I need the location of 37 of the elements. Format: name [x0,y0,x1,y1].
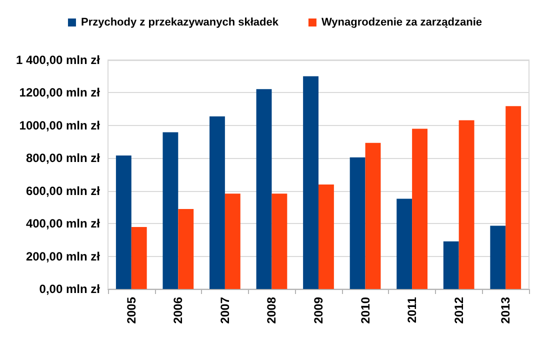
y-tick-label: 1200,00 mln zł [19,86,101,100]
legend-label: Wynagrodzenie za zarządzanie [321,16,482,28]
x-tick-label: 2013 [498,296,513,324]
x-tick-label: 2006 [171,296,186,324]
x-tick-label: 2008 [264,296,279,324]
bar [210,116,225,289]
bar [318,184,334,289]
x-tick-label: 2010 [358,296,372,324]
y-tick-label: 1 400,00 mln zł [16,53,101,67]
bar [162,132,178,289]
x-tick-label: 2012 [452,296,466,324]
y-tick-label: 800,00 mln zł [26,151,101,166]
bar [443,241,459,289]
bar [365,142,381,289]
x-tick-label: 2009 [312,296,326,324]
bar [506,106,522,289]
legend-label: Przychody z przekazywanych składek [80,16,280,28]
bar [303,76,318,289]
y-tick-label: 200,00 mln zł [26,249,101,264]
y-tick-label: 0,00 mln zł [39,282,101,296]
bar [412,128,428,289]
y-tick-label: 1000,00 mln zł [19,118,101,132]
bar [224,194,240,289]
y-tick-label: 600,00 mln zł [26,184,101,198]
bar [131,227,147,289]
bar [458,120,474,289]
y-tick-label: 400,00 mln zł [26,216,101,231]
x-tick-label: 2011 [405,296,420,324]
bar [256,89,272,289]
x-tick-label: 2005 [124,296,138,324]
bar [272,194,288,289]
bar [396,198,412,289]
bar [350,157,366,289]
bar [178,209,194,289]
x-tick-label: 2007 [218,296,232,324]
bar [116,156,132,289]
bar [490,226,506,289]
